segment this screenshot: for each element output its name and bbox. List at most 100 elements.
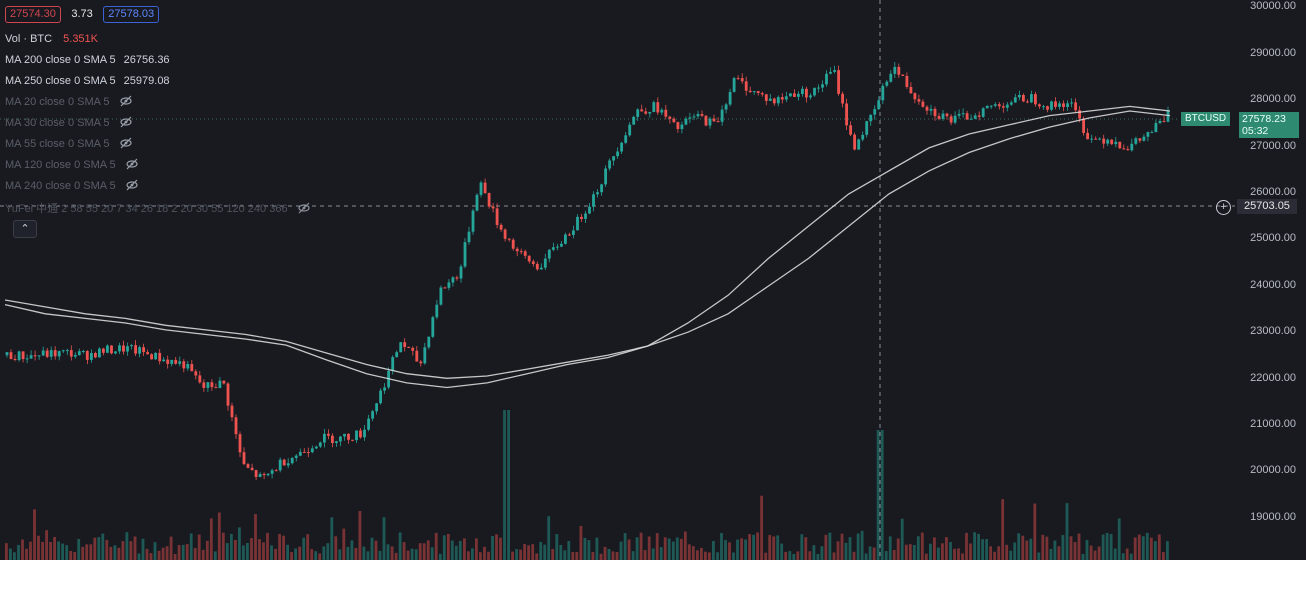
- price-chart[interactable]: 27574.30 3.73 27578.03 Vol · BTC 5.351K …: [0, 0, 1306, 560]
- candle-body: [604, 168, 608, 185]
- candle-body: [294, 455, 298, 458]
- volume-bar: [860, 530, 864, 560]
- eye-hidden-icon[interactable]: [120, 95, 132, 107]
- volume-bar: [209, 518, 213, 560]
- legend-ma-20[interactable]: MA 20 close 0 SMA 5: [5, 95, 132, 109]
- candle-body: [130, 345, 133, 347]
- legend-ma-250[interactable]: MA 250 close 0 SMA 5 25979.08: [5, 74, 170, 88]
- candle-body: [809, 95, 812, 98]
- volume-bar: [85, 544, 89, 560]
- eye-hidden-icon[interactable]: [298, 202, 310, 214]
- candle-body: [612, 156, 616, 161]
- candle-body: [632, 116, 636, 125]
- chart-canvas[interactable]: [0, 0, 1306, 560]
- ma-200-line: [4, 105, 1171, 389]
- candle-body: [351, 439, 354, 441]
- candle-body: [636, 109, 640, 117]
- candle-body: [1058, 103, 1061, 107]
- volume-bar: [121, 541, 125, 560]
- volume-bar: [716, 552, 719, 560]
- volume-bar: [800, 534, 804, 560]
- legend-volume[interactable]: Vol · BTC 5.351K: [5, 32, 98, 46]
- indicator-label: MA 200 close 0 SMA 5: [5, 54, 116, 66]
- legend-ma-200[interactable]: MA 200 close 0 SMA 5 26756.36: [5, 53, 170, 67]
- volume-bar: [89, 544, 93, 560]
- candle-body: [302, 451, 306, 453]
- candle-body: [210, 382, 214, 388]
- candle-body: [744, 81, 748, 91]
- bar-countdown: 05:32: [1242, 125, 1269, 137]
- volume-bar: [414, 549, 418, 560]
- ohlc-close-value: 27578.03: [103, 6, 160, 23]
- candle-body: [138, 347, 142, 354]
- eye-hidden-icon[interactable]: [126, 179, 138, 191]
- candle-body: [949, 116, 953, 123]
- volume-bar: [852, 551, 856, 560]
- candle-body: [174, 359, 178, 364]
- eye-hidden-icon[interactable]: [120, 116, 132, 128]
- candle-body: [921, 101, 925, 107]
- legend-ma-30[interactable]: MA 30 close 0 SMA 5: [5, 116, 132, 130]
- candle-body: [1154, 123, 1158, 133]
- candle-body: [1030, 94, 1033, 103]
- ohlc-readout: 27574.30 3.73 27578.03: [5, 4, 160, 23]
- eye-hidden-icon[interactable]: [126, 158, 138, 170]
- candle-body: [981, 108, 985, 117]
- volume-bar: [864, 553, 868, 560]
- candle-body: [969, 118, 973, 120]
- candle-body: [1166, 111, 1170, 122]
- volume-bar: [406, 550, 410, 560]
- volume-bar: [651, 548, 655, 560]
- candle-body: [732, 78, 736, 92]
- volume-bar: [732, 552, 735, 560]
- candle-body: [696, 114, 700, 117]
- candle-body: [817, 87, 820, 89]
- candle-body: [688, 117, 692, 119]
- add-alert-button[interactable]: +: [1216, 200, 1231, 215]
- candle-body: [1130, 143, 1134, 151]
- volume-bar: [989, 546, 993, 560]
- volume-bar: [350, 540, 354, 560]
- volume-bar: [884, 551, 888, 560]
- indicator-label: MA 20 close 0 SMA 5: [5, 96, 110, 108]
- volume-bar: [1109, 534, 1113, 560]
- volume-bar: [242, 545, 245, 560]
- candle-body: [748, 90, 752, 93]
- volume-bar: [756, 532, 760, 560]
- volume-bar: [659, 547, 663, 560]
- volume-bar: [73, 552, 77, 560]
- price-axis-label: 24000.00: [1250, 279, 1296, 291]
- volume-bar: [1057, 546, 1061, 560]
- volume-bar: [467, 551, 470, 560]
- volume-bar: [141, 538, 145, 560]
- legend-ma-240[interactable]: MA 240 close 0 SMA 5: [5, 179, 138, 193]
- legend-ma-55[interactable]: MA 55 close 0 SMA 5: [5, 137, 132, 151]
- legend-yufei[interactable]: YuFei 中通 2 58 55 20 7 34 26 18 2 20 30 5…: [5, 200, 310, 216]
- candle-body: [479, 182, 483, 195]
- volume-bar: [720, 533, 723, 560]
- volume-bar: [161, 547, 165, 560]
- volume-bar: [45, 530, 49, 560]
- volume-bar: [394, 552, 398, 560]
- volume-bar: [728, 542, 731, 560]
- volume-bar: [933, 537, 936, 560]
- legend-ma-120[interactable]: MA 120 close 0 SMA 5: [5, 158, 138, 172]
- candle-body: [447, 282, 451, 288]
- volume-bar: [1065, 503, 1069, 560]
- candle-body: [166, 359, 170, 364]
- candle-body: [793, 93, 796, 97]
- eye-hidden-icon[interactable]: [120, 137, 132, 149]
- candle-body: [246, 464, 250, 468]
- candle-body: [491, 206, 495, 209]
- candle-body: [395, 352, 399, 358]
- volume-bar: [639, 532, 643, 560]
- volume-bar: [981, 539, 985, 560]
- candle-body: [162, 359, 166, 362]
- volume-bar: [278, 534, 282, 560]
- collapse-legend-button[interactable]: ⌃: [13, 220, 37, 238]
- candle-body: [564, 234, 567, 244]
- volume-bar: [479, 552, 482, 560]
- candle-body: [989, 105, 993, 107]
- candle-body: [1066, 103, 1070, 107]
- candle-body: [230, 405, 234, 418]
